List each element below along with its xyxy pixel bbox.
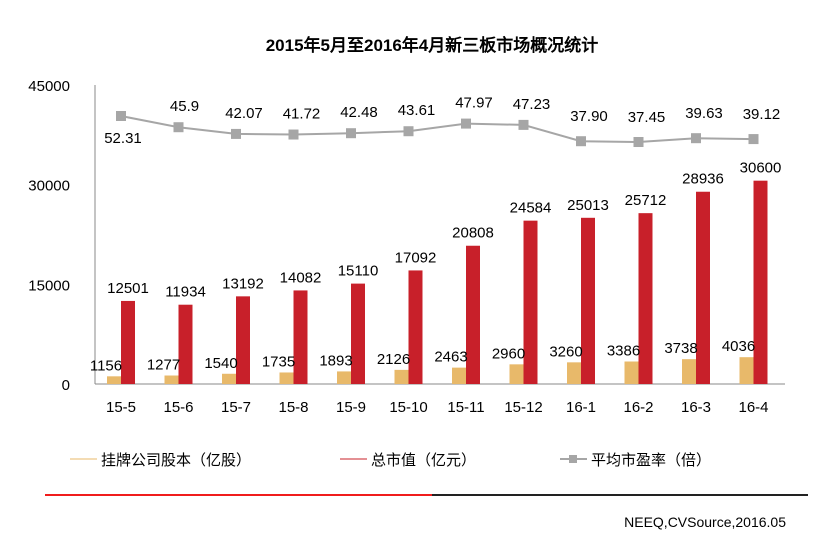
bar-share-capital [222,373,236,384]
pe-label: 47.97 [455,95,493,112]
pe-label: 42.48 [340,104,378,121]
bar-label-share-capital: 3738 [664,340,697,357]
pe-marker [633,137,644,148]
bar-share-capital [164,375,179,384]
x-tick-label: 15-9 [336,399,366,416]
pe-marker [346,128,356,139]
bar-label-share-capital: 1893 [319,352,352,369]
bar-label-share-capital: 3260 [549,343,582,360]
legend-label: 平均市盈率（倍） [591,452,711,469]
bar-label-market-value: 12501 [107,280,149,297]
x-tick-label: 15-7 [221,399,251,416]
pe-label: 52.31 [104,130,142,147]
y-tick-label: 0 [62,377,70,394]
pe-label: 41.72 [283,106,321,123]
bar-market-value [293,290,308,384]
pe-label: 42.07 [225,105,263,122]
bar-label-market-value: 25013 [567,197,609,214]
bar-market-value [523,220,538,384]
x-tick-label: 16-4 [738,399,768,416]
bar-label-share-capital: 4036 [722,338,755,355]
pe-marker [231,128,241,139]
x-tick-label: 15-10 [389,399,427,416]
pe-marker [403,126,414,137]
bar-share-capital [682,359,696,384]
x-tick-label: 16-2 [623,399,653,416]
pe-label: 37.90 [570,108,608,125]
bar-label-share-capital: 2960 [492,345,525,362]
bar-market-value [696,191,710,384]
pe-label: 43.61 [398,102,436,119]
pe-marker [518,119,529,130]
bar-market-value [753,180,768,384]
x-tick-label: 15-11 [447,399,484,416]
bar-market-value [351,283,365,384]
pe-marker [691,133,701,144]
bar-share-capital [337,371,351,384]
pe-marker [173,122,184,133]
bar-label-market-value: 25712 [625,192,667,209]
legend-marker [569,455,577,463]
bar-share-capital [394,369,409,384]
source-note: NEEQ,CVSource,2016.05 [624,514,786,530]
bar-market-value [178,304,193,384]
bar-label-market-value: 14082 [280,269,322,286]
pe-label: 45.9 [170,98,199,115]
x-tick-label: 15-6 [163,399,193,416]
bar-label-market-value: 30600 [740,160,782,177]
x-tick-label: 15-5 [106,399,136,416]
x-tick-label: 15-8 [278,399,308,416]
pe-marker [461,118,471,129]
bar-label-market-value: 11934 [165,284,206,301]
bar-market-value [466,245,480,384]
bar-share-capital [567,362,581,384]
y-tick-label: 30000 [28,178,70,195]
x-tick-label: 16-3 [681,399,711,416]
legend-label: 总市值（亿元） [371,452,476,469]
bar-label-share-capital: 1156 [90,357,122,374]
bar-share-capital [452,367,466,384]
bar-label-share-capital: 2463 [434,349,467,366]
pe-marker [288,129,299,140]
pe-line [120,115,754,144]
chart-title: 2015年5月至2016年4月新三板市场概况统计 [266,35,599,55]
x-tick-label: 15-12 [504,399,542,416]
bar-label-market-value: 24584 [510,200,552,217]
bar-label-market-value: 15110 [338,263,379,280]
pe-marker [576,136,586,147]
pe-label: 39.12 [743,106,781,123]
bar-market-value [121,300,135,384]
bar-market-value [638,213,653,384]
legend-label: 挂牌公司股本（亿股） [101,452,251,469]
bar-label-share-capital: 1540 [204,355,237,372]
bar-share-capital [107,376,121,384]
bar-label-market-value: 20808 [452,225,494,242]
bar-label-market-value: 17092 [395,249,437,266]
bar-share-capital [739,357,754,384]
bar-share-capital [279,372,294,384]
pe-marker [116,111,126,121]
pe-label: 37.45 [628,109,666,126]
bar-label-share-capital: 2126 [377,351,410,368]
bar-market-value [408,270,423,384]
bar-share-capital [624,361,639,384]
bar-share-capital [509,364,524,384]
pe-marker [748,134,759,145]
bar-label-market-value: 28936 [682,171,724,188]
x-tick-label: 16-1 [566,399,596,416]
bar-market-value [581,217,595,384]
bar-market-value [236,296,250,384]
bar-label-market-value: 13192 [222,275,264,292]
y-tick-label: 15000 [28,277,70,294]
y-tick-label: 45000 [28,78,70,95]
bar-label-share-capital: 3386 [607,343,640,360]
bar-label-share-capital: 1735 [262,353,295,370]
pe-label: 39.63 [685,105,723,122]
bar-label-share-capital: 1277 [147,357,180,374]
pe-label: 47.23 [513,96,551,113]
